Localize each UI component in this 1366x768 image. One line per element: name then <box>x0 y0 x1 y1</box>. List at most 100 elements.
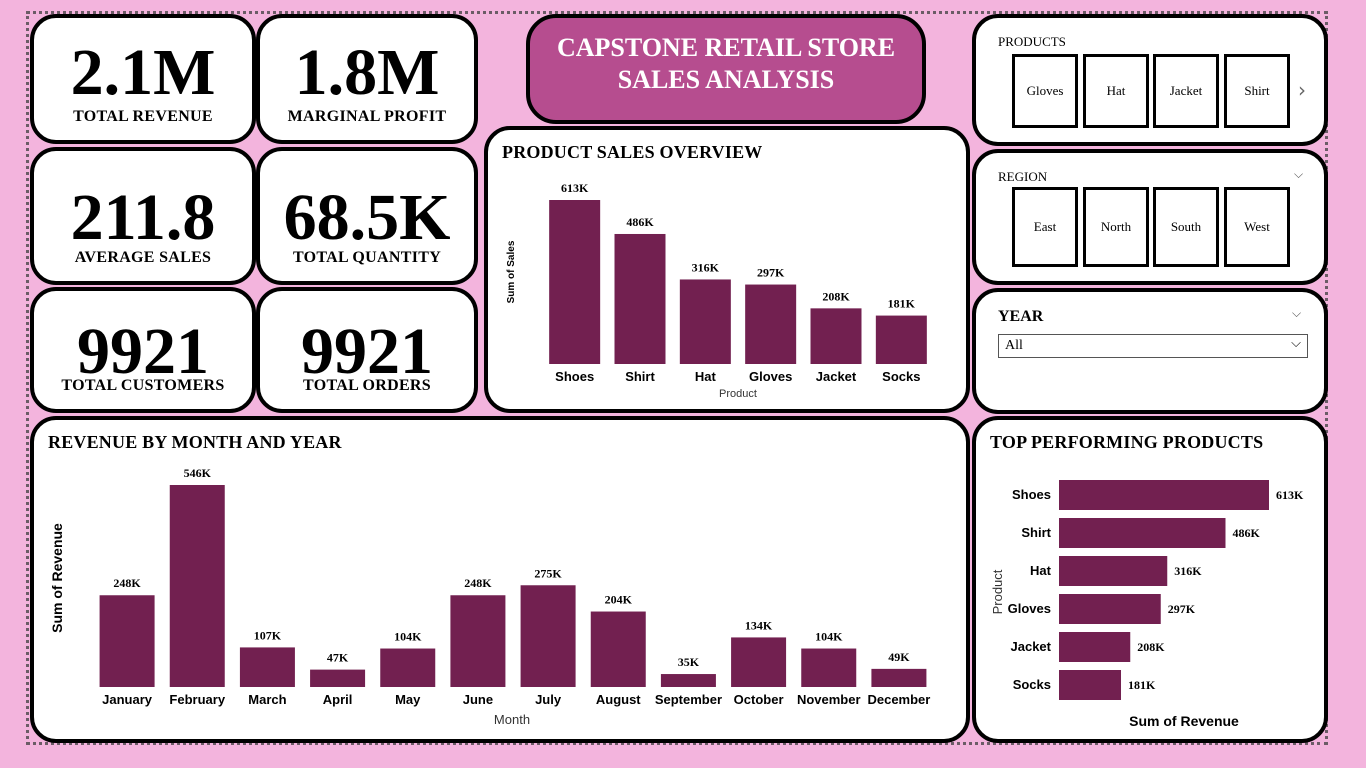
kpi-label: TOTAL ORDERS <box>303 377 431 394</box>
category-label: August <box>596 692 641 707</box>
bar[interactable] <box>310 669 366 687</box>
data-label: 107K <box>254 628 282 642</box>
title-line-1: CAPSTONE RETAIL STORE <box>556 33 896 62</box>
top-products-chart: 613K Shoes 486K Shirt 316K Hat 297K Gloves 208K J… <box>990 480 1304 729</box>
category-label: April <box>323 692 353 707</box>
x-axis-title: Product <box>719 388 757 400</box>
bar[interactable] <box>1059 556 1168 586</box>
kpi-value: 9921 <box>301 315 433 388</box>
bar[interactable] <box>810 308 862 364</box>
bar[interactable] <box>169 485 225 687</box>
kpi-card-total-quantity: 68.5K TOTAL QUANTITY <box>256 147 478 285</box>
data-label: 248K <box>464 576 492 590</box>
data-label: 316K <box>692 260 720 274</box>
bar[interactable] <box>745 284 797 364</box>
slicer-tile-jacket[interactable]: Jacket <box>1153 54 1219 128</box>
slicer-tile-west[interactable]: West <box>1224 187 1290 267</box>
data-label: 134K <box>745 618 773 632</box>
bar[interactable] <box>614 233 666 364</box>
data-label: 297K <box>1168 602 1196 616</box>
slicer-tile-south[interactable]: South <box>1153 187 1219 267</box>
bar[interactable] <box>871 668 927 687</box>
data-label: 104K <box>394 630 422 644</box>
slicer-title: YEAR <box>998 308 1044 325</box>
product-sales-chart: 613K Shoes 486K Shirt 316K Hat 297K Gloves 208K J… <box>506 181 927 400</box>
kpi-value: 2.1M <box>70 36 216 109</box>
bar[interactable] <box>239 647 295 687</box>
chevron-down-icon: ⌵ <box>1291 336 1301 351</box>
bar[interactable] <box>590 611 646 687</box>
top-products-card: TOP PERFORMING PRODUCTS 613K Shoes 486K Shi… <box>972 416 1328 743</box>
data-label: 613K <box>561 181 589 195</box>
slicer-tile-east[interactable]: East <box>1012 187 1078 267</box>
title-line-2: SALES ANALYSIS <box>617 65 835 94</box>
bar[interactable] <box>450 595 506 687</box>
bar[interactable] <box>875 315 927 364</box>
kpi-label: TOTAL QUANTITY <box>292 249 442 266</box>
data-label: 35K <box>678 655 700 669</box>
kpi-card-average-sales: 211.8 AVERAGE SALES <box>30 147 256 285</box>
bar[interactable] <box>549 200 601 364</box>
category-label: February <box>169 692 225 707</box>
chevron-down-icon[interactable]: ⌵ <box>1292 306 1302 320</box>
category-label: Shirt <box>625 369 655 384</box>
year-selected-value: All <box>1005 338 1023 353</box>
chevron-right-icon[interactable]: › <box>1298 78 1306 102</box>
category-label: January <box>102 692 153 707</box>
data-label: 208K <box>822 289 850 303</box>
year-dropdown[interactable]: All ⌵ <box>998 334 1308 358</box>
kpi-card-total-orders: 9921 TOTAL ORDERS <box>256 287 478 413</box>
data-label: 486K <box>1232 526 1260 540</box>
category-label: Gloves <box>749 369 792 384</box>
bar[interactable] <box>731 637 787 687</box>
bar[interactable] <box>1059 518 1226 548</box>
revenue-month-card: REVENUE BY MONTH AND YEAR 248K January 546… <box>30 416 970 743</box>
kpi-value: 1.8M <box>294 36 440 109</box>
y-axis-title: Sum of Revenue <box>49 523 65 633</box>
revenue-month-chart: 248K January 546K February 107K March 47K April… <box>49 466 930 727</box>
year-slicer: YEAR ⌵ All ⌵ <box>972 288 1328 414</box>
data-label: 546K <box>184 466 212 480</box>
kpi-card-total-customers: 9921 TOTAL CUSTOMERS <box>30 287 256 413</box>
dashboard-title: CAPSTONE RETAIL STORE SALES ANALYSIS <box>526 14 926 124</box>
chevron-down-icon[interactable]: ⌵ <box>1294 167 1304 181</box>
bar[interactable] <box>99 595 155 687</box>
data-label: 613K <box>1276 488 1304 502</box>
products-slicer: PRODUCTS Gloves Hat Jacket Shirt › <box>972 14 1328 146</box>
bar[interactable] <box>1059 632 1131 662</box>
bar[interactable] <box>801 648 857 687</box>
bar[interactable] <box>380 648 436 687</box>
bar[interactable] <box>660 674 716 687</box>
data-label: 248K <box>113 576 141 590</box>
bar[interactable] <box>1059 670 1122 700</box>
slicer-title: PRODUCTS <box>998 34 1066 49</box>
kpi-card-total-revenue: 2.1M TOTAL REVENUE <box>30 14 256 144</box>
bar[interactable] <box>679 279 731 364</box>
category-label: November <box>797 692 861 707</box>
chart-title: REVENUE BY MONTH AND YEAR <box>48 432 342 452</box>
slicer-tile-hat[interactable]: Hat <box>1083 54 1149 128</box>
bar[interactable] <box>1059 480 1269 510</box>
category-label: Gloves <box>1008 601 1051 616</box>
category-label: Hat <box>1030 563 1052 578</box>
chart-title: TOP PERFORMING PRODUCTS <box>990 432 1264 452</box>
category-label: Shoes <box>555 369 594 384</box>
category-label: Socks <box>1013 677 1051 692</box>
y-axis-title: Product <box>990 569 1005 614</box>
chart-title: PRODUCT SALES OVERVIEW <box>502 142 763 162</box>
category-label: July <box>535 692 562 707</box>
slicer-tile-north[interactable]: North <box>1083 187 1149 267</box>
data-label: 316K <box>1174 564 1202 578</box>
category-label: October <box>734 692 784 707</box>
x-axis-title: Month <box>494 712 530 727</box>
slicer-title: REGION <box>998 169 1048 184</box>
category-label: Shirt <box>1021 525 1051 540</box>
bar[interactable] <box>520 585 576 687</box>
kpi-value: 211.8 <box>70 181 216 254</box>
bar[interactable] <box>1059 594 1161 624</box>
slicer-tile-shirt[interactable]: Shirt <box>1224 54 1290 128</box>
slicer-tile-gloves[interactable]: Gloves <box>1012 54 1078 128</box>
kpi-value: 9921 <box>77 315 209 388</box>
y-axis-title: Sum of Sales <box>506 240 517 303</box>
kpi-card-marginal-profit: 1.8M MARGINAL PROFIT <box>256 14 478 144</box>
